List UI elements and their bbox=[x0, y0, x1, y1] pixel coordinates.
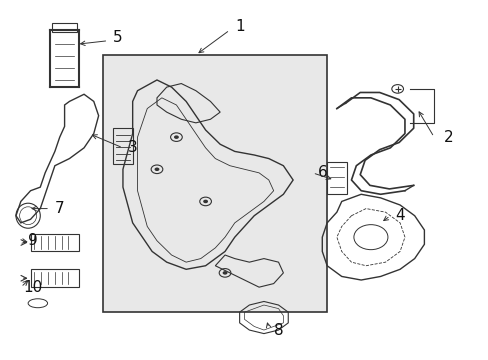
Circle shape bbox=[203, 200, 207, 203]
Text: 6: 6 bbox=[317, 165, 326, 180]
FancyBboxPatch shape bbox=[103, 55, 326, 312]
Circle shape bbox=[174, 135, 179, 139]
Text: 1: 1 bbox=[234, 19, 244, 34]
Circle shape bbox=[222, 271, 227, 275]
Text: 7: 7 bbox=[55, 201, 64, 216]
Text: 8: 8 bbox=[273, 323, 283, 338]
Circle shape bbox=[154, 167, 159, 171]
Text: 2: 2 bbox=[443, 130, 452, 145]
Text: 9: 9 bbox=[28, 233, 38, 248]
Text: 3: 3 bbox=[127, 140, 137, 156]
Text: 5: 5 bbox=[113, 30, 122, 45]
Text: 10: 10 bbox=[23, 280, 42, 295]
Text: 4: 4 bbox=[394, 208, 404, 223]
